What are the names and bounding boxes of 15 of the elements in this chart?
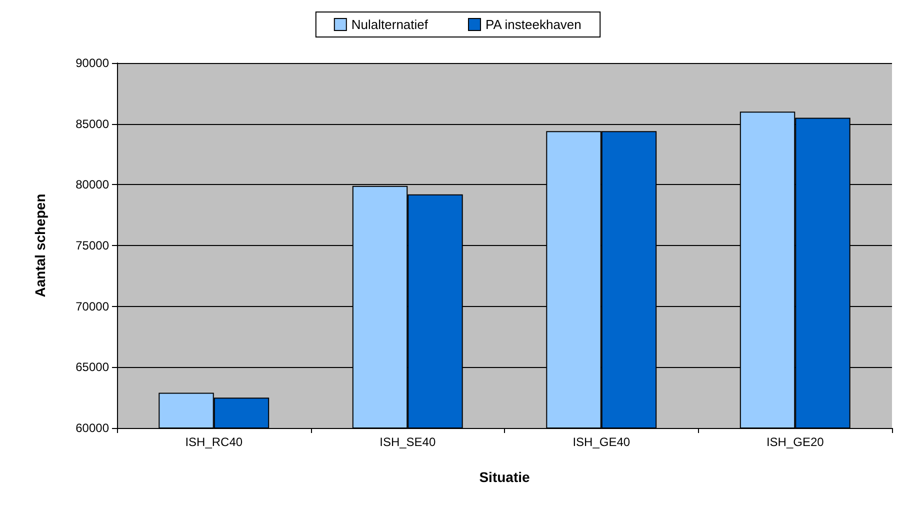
y-tick-label: 70000 [76, 299, 110, 314]
x-tick-label: ISH_RC40 [185, 435, 243, 449]
y-tick-label: 65000 [76, 360, 110, 374]
x-tick-label: ISH_SE40 [380, 435, 436, 449]
y-tick-label: 60000 [76, 421, 110, 435]
y-tick-label: 90000 [76, 56, 110, 70]
y-tick-label: 85000 [76, 116, 110, 131]
legend-label: Nulalternatief [351, 17, 428, 32]
x-axis-title: Situatie [479, 469, 530, 485]
x-tick-label: ISH_GE20 [766, 435, 824, 449]
y-tick-label: 80000 [76, 178, 110, 192]
y-tick-label: 75000 [76, 238, 110, 252]
y-axis-title: Aantal schepen [32, 194, 48, 298]
legend-label: PA insteekhaven [486, 17, 582, 32]
x-tick-label: ISH_GE40 [572, 435, 630, 449]
